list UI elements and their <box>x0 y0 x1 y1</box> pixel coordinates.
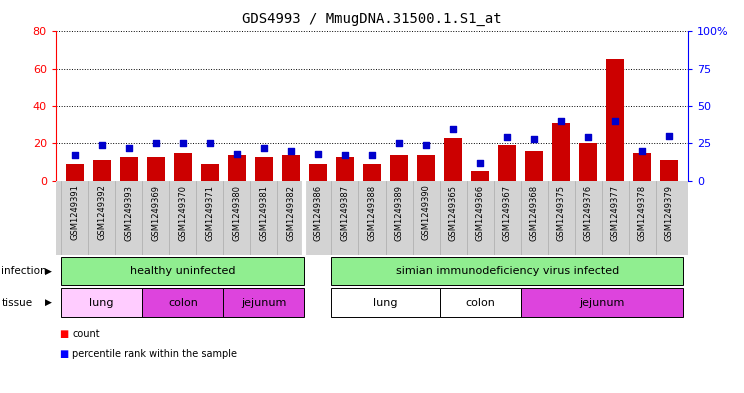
Bar <box>223 288 304 317</box>
Text: ■: ■ <box>60 349 68 359</box>
Bar <box>580 143 597 181</box>
Bar <box>552 123 570 181</box>
Point <box>204 140 216 147</box>
Bar <box>471 171 489 181</box>
Bar <box>66 164 83 181</box>
Bar <box>174 153 192 181</box>
Point <box>393 140 405 147</box>
Bar <box>363 164 381 181</box>
Text: GSM1249368: GSM1249368 <box>530 184 539 241</box>
Bar <box>120 156 138 181</box>
Point <box>664 133 676 139</box>
Point <box>420 142 432 148</box>
Point <box>96 142 108 148</box>
Text: GSM1249388: GSM1249388 <box>368 184 376 241</box>
Text: GSM1249387: GSM1249387 <box>341 184 350 241</box>
Text: GDS4993 / MmugDNA.31500.1.S1_at: GDS4993 / MmugDNA.31500.1.S1_at <box>243 12 501 26</box>
Bar <box>521 288 683 317</box>
Point <box>312 151 324 157</box>
Text: colon: colon <box>168 298 198 308</box>
Point <box>528 136 540 142</box>
Text: GSM1249378: GSM1249378 <box>638 184 647 241</box>
Text: ▶: ▶ <box>45 267 52 275</box>
Bar <box>525 151 543 181</box>
Bar <box>498 145 516 181</box>
Text: colon: colon <box>465 298 495 308</box>
Text: count: count <box>72 329 100 339</box>
Point <box>285 148 297 154</box>
Bar <box>61 288 142 317</box>
Point <box>150 140 161 147</box>
Bar <box>332 257 683 285</box>
Text: GSM1249393: GSM1249393 <box>124 184 133 241</box>
Text: ▶: ▶ <box>45 298 52 307</box>
Text: GSM1249370: GSM1249370 <box>179 184 187 241</box>
Text: GSM1249377: GSM1249377 <box>611 184 620 241</box>
Bar <box>661 160 678 181</box>
Bar <box>93 160 111 181</box>
Text: GSM1249376: GSM1249376 <box>584 184 593 241</box>
Bar <box>61 257 304 285</box>
Point <box>123 145 135 151</box>
Text: GSM1249366: GSM1249366 <box>475 184 484 241</box>
Text: GSM1249379: GSM1249379 <box>665 184 674 241</box>
Bar <box>444 138 462 181</box>
Text: lung: lung <box>89 298 114 308</box>
Text: jejunum: jejunum <box>241 298 286 308</box>
Point <box>636 148 648 154</box>
Bar <box>201 164 219 181</box>
Bar <box>310 164 327 181</box>
Point <box>609 118 621 124</box>
Text: GSM1249389: GSM1249389 <box>394 184 403 241</box>
Point <box>177 140 189 147</box>
Text: infection: infection <box>1 266 47 276</box>
Text: GSM1249381: GSM1249381 <box>260 184 269 241</box>
Point <box>339 152 351 158</box>
Bar <box>332 288 440 317</box>
Point <box>474 160 486 166</box>
Text: GSM1249371: GSM1249371 <box>205 184 214 241</box>
Text: jejunum: jejunum <box>579 298 624 308</box>
Point <box>68 152 80 158</box>
Bar <box>417 154 434 181</box>
Text: GSM1249391: GSM1249391 <box>70 184 79 241</box>
Bar <box>282 154 300 181</box>
Bar <box>147 156 164 181</box>
Text: GSM1249369: GSM1249369 <box>151 184 160 241</box>
Point <box>501 134 513 141</box>
Text: GSM1249367: GSM1249367 <box>503 184 512 241</box>
Bar <box>228 154 246 181</box>
Bar <box>255 156 273 181</box>
Text: ■: ■ <box>60 329 68 339</box>
Text: percentile rank within the sample: percentile rank within the sample <box>72 349 237 359</box>
Bar <box>142 288 223 317</box>
Text: GSM1249365: GSM1249365 <box>449 184 458 241</box>
Point <box>231 151 243 157</box>
Text: healthy uninfected: healthy uninfected <box>130 266 236 276</box>
Bar <box>440 288 521 317</box>
Bar <box>606 59 624 181</box>
Text: GSM1249392: GSM1249392 <box>97 184 106 241</box>
Text: lung: lung <box>373 298 398 308</box>
Text: GSM1249375: GSM1249375 <box>557 184 565 241</box>
Text: tissue: tissue <box>1 298 33 308</box>
Point <box>447 125 459 132</box>
Text: simian immunodeficiency virus infected: simian immunodeficiency virus infected <box>396 266 619 276</box>
Text: GSM1249382: GSM1249382 <box>286 184 295 241</box>
Bar <box>633 153 651 181</box>
Text: GSM1249390: GSM1249390 <box>422 184 431 241</box>
Text: GSM1249380: GSM1249380 <box>232 184 241 241</box>
Text: GSM1249386: GSM1249386 <box>313 184 322 241</box>
Bar <box>336 156 353 181</box>
Point <box>555 118 567 124</box>
Point <box>258 145 270 151</box>
Point <box>583 134 594 141</box>
Bar <box>391 154 408 181</box>
Point <box>366 152 378 158</box>
